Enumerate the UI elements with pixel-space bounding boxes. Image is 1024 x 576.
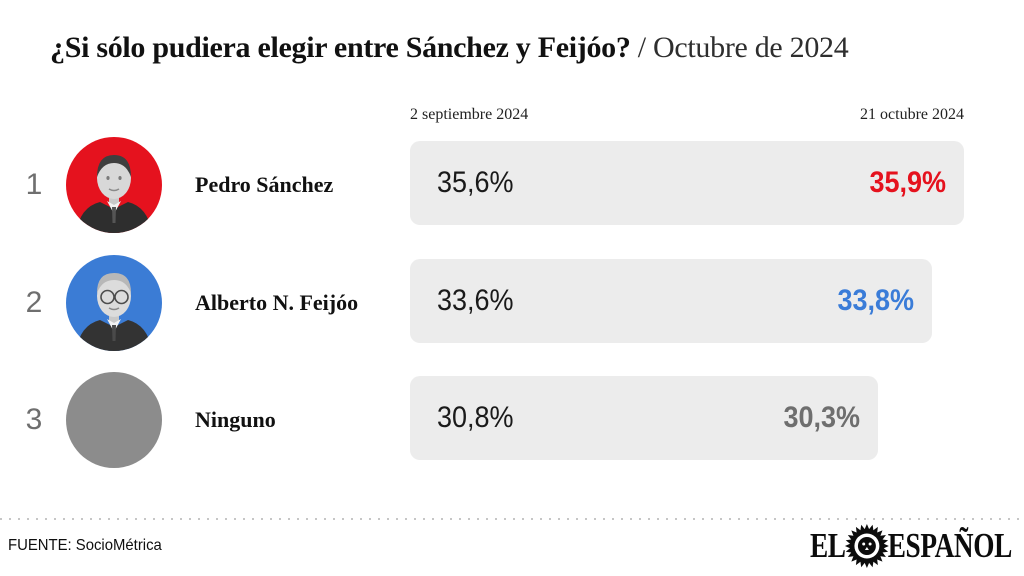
avatar <box>66 137 162 233</box>
value-bar: 33,6% 33,8% <box>410 259 932 343</box>
logo-el: EL <box>810 526 846 565</box>
candidate-name: Ninguno <box>195 407 276 432</box>
page-title: ¿Si sólo pudiera elegir entre Sánchez y … <box>50 30 849 66</box>
el-espanol-logo: EL ESPAÑOL <box>810 523 1012 569</box>
column-header-october: 21 octubre 2024 <box>860 106 964 123</box>
value-october: 35,9% <box>869 166 946 199</box>
column-header-september: 2 septiembre 2024 <box>410 106 529 123</box>
dotted-divider <box>0 518 1024 520</box>
value-bar: 35,6% 35,9% <box>410 141 964 225</box>
value-september: 35,6% <box>437 166 514 199</box>
poll-row: 2 Alberto N. Feijóo 33,6% 33,8% <box>0 255 1024 351</box>
portrait-sanchez-icon <box>76 155 152 233</box>
title-period: / Octubre de 2024 <box>630 31 849 64</box>
candidate-name: Pedro Sánchez <box>195 172 334 197</box>
portrait-feijoo-icon <box>76 273 152 351</box>
value-bar: 30,8% 30,3% <box>410 376 878 460</box>
avatar <box>66 255 162 351</box>
rank-number: 3 <box>25 403 43 436</box>
value-september: 30,8% <box>437 401 514 434</box>
avatar <box>66 372 162 468</box>
logo-espanol: ESPAÑOL <box>887 526 1013 565</box>
value-october: 30,3% <box>783 401 860 434</box>
title-question: ¿Si sólo pudiera elegir entre Sánchez y … <box>50 31 631 64</box>
value-october: 33,8% <box>837 284 914 317</box>
rank-number: 1 <box>25 168 43 201</box>
rank-number: 2 <box>25 286 43 319</box>
poll-row: 1 Pedro Sánchez 35,6% 35,9% <box>0 137 1024 233</box>
lion-icon <box>844 524 889 568</box>
source-credit: FUENTE: SocioMétrica <box>8 537 162 554</box>
column-headers: 2 septiembre 2024 21 octubre 2024 <box>410 106 964 124</box>
poll-row: 3 Ninguno 30,8% 30,3% <box>0 372 1024 468</box>
value-september: 33,6% <box>437 284 514 317</box>
candidate-name: Alberto N. Feijóo <box>195 290 359 315</box>
